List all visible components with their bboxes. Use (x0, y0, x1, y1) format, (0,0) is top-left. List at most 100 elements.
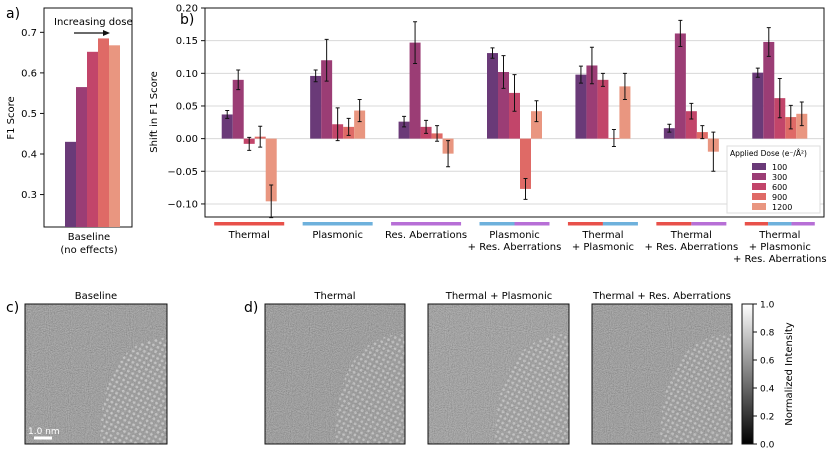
condition-label-6-line-2: + Res. Aberrations (645, 242, 739, 253)
dose-legend-swatch-1200 (752, 203, 766, 210)
dose-legend-label-100: 100 (772, 163, 787, 172)
condition-label-5-line-1: Thermal (581, 230, 623, 241)
panel-b-label: b) (180, 12, 194, 28)
panel-b-errorbar-4-dose-600 (512, 74, 517, 112)
intensity-colorbar: 0.0 0.2 0.4 0.6 0.8 1.0 Normalized Intensity (741, 301, 795, 451)
panel-b-ytick-label: −0.10 (167, 199, 198, 210)
panel-b-errorbar-5-dose-900 (611, 128, 616, 147)
panel-b-errorbar-4-dose-100 (490, 47, 495, 59)
dose-legend-label-1200: 1200 (772, 203, 792, 212)
panel-b-errorbar-3-dose-600 (424, 119, 429, 134)
condition-label-7-line-3: + Res. Aberrations (733, 254, 827, 265)
panel-b-ytick-label: −0.05 (167, 167, 198, 178)
thermal-micrograph (264, 303, 406, 445)
increasing-dose-arrow (74, 30, 110, 36)
panel-b-bar-7-dose-100 (752, 72, 764, 139)
panel-a: a) 0.3 0.4 0.5 0.6 0.7 F1 Score Increasing d… (6, 6, 133, 256)
colorbar-tick-label: 0.6 (760, 357, 775, 367)
condition-bar-plasmonic (602, 222, 638, 226)
panel-b-errorbar-6-dose-100 (667, 123, 672, 133)
panel-a-label: a) (6, 6, 20, 22)
panel-b-errorbar-1-dose-300 (236, 69, 241, 91)
dose-legend-swatch-100 (752, 163, 766, 170)
condition-label-3-line-1: Res. Aberrations (385, 230, 467, 241)
panel-b-bar-7-dose-300 (763, 41, 775, 139)
panel-a-y-ticks: 0.3 0.4 0.5 0.6 0.7 (21, 28, 44, 201)
panel-b-errorbar-7-dose-600 (777, 78, 782, 119)
condition-label-7-line-1: Thermal (758, 230, 800, 241)
panel-b-errorbar-4-dose-1200 (534, 100, 539, 123)
colorbar-gradient (741, 303, 754, 445)
condition-bar-plasmonic (302, 222, 373, 226)
thermal-aberrations-micrograph (591, 303, 733, 445)
panel-b-errorbar-4-dose-900 (523, 177, 528, 200)
dose-legend-title: Applied Dose (e⁻/Å²) (730, 149, 807, 158)
panel-a-ylabel: F1 Score (6, 96, 17, 139)
panel-d-title-3: Thermal + Res. Aberrations (592, 291, 731, 302)
panel-b-errorbar-1-dose-600 (247, 136, 252, 151)
condition-bar-thermal (567, 222, 603, 226)
panel-b-ytick-label: 0.10 (176, 69, 198, 80)
panel-b-bar-5-dose-1200 (619, 86, 631, 139)
condition-bar-plasmonic (768, 222, 792, 226)
panel-c-label: c) (6, 300, 19, 316)
panel-d-title-2: Thermal + Plasmonic (445, 291, 553, 302)
panel-d: d) Thermal Thermal + Plasmonic Thermal +… (244, 291, 733, 445)
condition-label-2-line-1: Plasmonic (312, 230, 363, 241)
panel-a-bar-dose-600 (87, 51, 98, 227)
panel-c-title: Baseline (75, 291, 117, 302)
panel-a-xtick-line1: Baseline (68, 232, 110, 243)
panel-b-ylabel: Shift in F1 Score (149, 71, 160, 153)
panel-b-bar-2-dose-100 (310, 75, 322, 139)
condition-label-4-line-1: Plasmonic (489, 230, 540, 241)
panel-b-errorbar-7-dose-300 (766, 27, 771, 57)
increasing-dose-annotation: Increasing dose (54, 17, 133, 28)
scale-bar-label: 1.0 nm (28, 427, 60, 437)
colorbar-tick-label: 1.0 (760, 301, 775, 311)
panel-b-bar-2-dose-1200 (354, 110, 366, 139)
panel-b-errorbar-6-dose-300 (678, 19, 683, 48)
panel-b-bar-1-dose-300 (232, 79, 244, 139)
panel-a-ytick-label: 0.4 (21, 150, 37, 161)
dose-legend-box (726, 145, 821, 214)
dose-legend-label-900: 900 (772, 193, 787, 202)
panel-b-bar-4-dose-100 (487, 53, 498, 139)
dose-legend-swatch-300 (752, 173, 766, 180)
scale-bar: 1.0 nm (28, 427, 60, 440)
dose-legend-label-600: 600 (772, 183, 787, 192)
panel-b-errorbar-3-dose-300 (413, 21, 418, 65)
panel-a-xtick-line2: (no effects) (60, 245, 117, 256)
panel-b-bar-6-dose-600 (685, 111, 697, 139)
dose-legend-swatch-900 (752, 193, 766, 200)
panel-a-ytick-label: 0.5 (21, 109, 37, 120)
condition-bar-plasmonic (479, 222, 515, 226)
panel-b-bar-1-dose-1200 (265, 138, 277, 202)
panel-b-errorbar-5-dose-600 (600, 72, 605, 87)
dose-legend-swatch-600 (752, 183, 766, 190)
panel-b-errorbar-2-dose-600 (335, 107, 340, 142)
condition-bar-aberrations (391, 222, 462, 226)
panel-b-errorbar-5-dose-100 (578, 65, 583, 84)
panel-b-bar-5-dose-300 (586, 65, 598, 139)
panel-b-errorbar-7-dose-900 (788, 104, 793, 130)
panel-b-bar-4-dose-600 (509, 92, 520, 139)
panel-b-y-ticks: −0.10 −0.05 0.00 0.05 0.10 0.15 0.20 (167, 4, 205, 210)
panel-b-bar-4-dose-300 (498, 72, 509, 139)
panel-b-errorbar-6-dose-900 (700, 125, 705, 140)
panel-a-bar-dose-1200 (109, 45, 120, 227)
panel-b-bar-7-dose-1200 (796, 113, 808, 139)
panel-b-bar-3-dose-100 (398, 121, 410, 139)
panel-a-ytick-label: 0.6 (21, 68, 37, 79)
panel-b-bar-4-dose-900 (520, 138, 531, 189)
panel-b-errorbar-1-dose-900 (258, 125, 263, 148)
panel-b-errorbar-5-dose-1200 (622, 72, 627, 100)
panel-b-errorbar-1-dose-1200 (269, 184, 274, 219)
colorbar-tick-label: 0.0 (760, 441, 775, 451)
panel-b-bar-4-dose-1200 (531, 111, 542, 139)
panel-a-bar-dose-300 (76, 87, 87, 227)
panel-b-bar-5-dose-100 (575, 74, 587, 139)
panel-b-condition-labels: Thermal Plasmonic Res. Aberrations Plasmoni… (214, 222, 827, 265)
panel-b-errorbar-3-dose-100 (402, 115, 407, 128)
